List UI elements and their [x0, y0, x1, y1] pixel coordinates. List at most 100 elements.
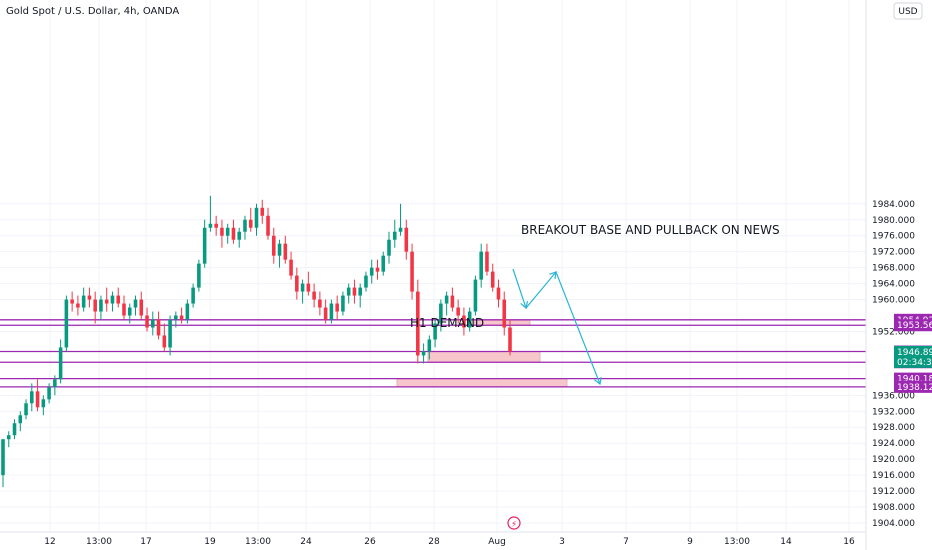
candle: [243, 215, 247, 240]
candle: [18, 411, 23, 432]
horizontal-levels[interactable]: [0, 319, 866, 388]
candle: [439, 299, 443, 332]
candle: [295, 267, 299, 300]
x-tick-label: 13:00: [245, 537, 271, 547]
candle: [485, 243, 489, 276]
candle: [93, 291, 97, 324]
x-tick-label: 12: [44, 537, 55, 547]
price-axis-ticks: 1984.000 1980.000 1976.000 1972.000 1968.000…: [872, 200, 915, 529]
candle: [41, 395, 46, 416]
candle: [202, 219, 207, 268]
x-tick-label: 24: [300, 537, 312, 547]
candle: [416, 279, 420, 364]
candle: [6, 431, 11, 448]
candle: [271, 227, 276, 264]
y-tick-label: 1924.000: [872, 439, 915, 449]
arrow-head: [594, 376, 602, 386]
candle: [156, 311, 161, 340]
x-tick-label: 17: [140, 537, 151, 547]
candle: [70, 291, 74, 312]
candle: [289, 251, 293, 280]
y-tick-label: 1972.000: [872, 248, 915, 258]
y-tick-label: 1984.000: [872, 200, 915, 210]
price-axis[interactable]: [866, 0, 932, 550]
candle: [479, 243, 483, 288]
svg-text:02:34:32: 02:34:32: [897, 358, 932, 368]
candle: [300, 279, 305, 304]
candle: [473, 275, 478, 316]
candle: [427, 335, 432, 360]
candle: [318, 291, 322, 316]
svg-text:1938.125: 1938.125: [897, 383, 932, 393]
candle: [110, 291, 115, 312]
candle: [64, 295, 69, 352]
grid: [0, 0, 866, 532]
x-tick-label: 28: [428, 537, 440, 547]
candle: [1, 439, 5, 488]
candle: [346, 283, 351, 304]
y-tick-label: 1928.000: [872, 423, 915, 433]
candle: [467, 307, 472, 332]
candle: [220, 219, 224, 248]
candle: [358, 283, 362, 308]
candle: [462, 307, 466, 336]
x-tick-label: 7: [623, 537, 629, 547]
candle: [162, 323, 167, 352]
candle: [496, 279, 501, 308]
y-tick-label: 1932.000: [872, 407, 915, 417]
candle: [508, 319, 512, 356]
projection-path[interactable]: [512, 268, 601, 385]
candle: [283, 235, 288, 264]
candle: [404, 219, 409, 260]
candle: [58, 339, 63, 384]
price-labels: 1954.9241953.5631946.9771944.2921940.188…: [894, 313, 932, 393]
candle: [99, 295, 103, 320]
y-tick-label: 1964.000: [872, 280, 915, 290]
candle: [24, 399, 28, 420]
candle: [12, 419, 17, 440]
x-tick-label: 9: [687, 537, 693, 547]
candle: [450, 287, 455, 312]
candle: [104, 287, 109, 312]
candle: [266, 207, 270, 240]
currency-button[interactable]: [893, 2, 923, 20]
lightning-icon: ⚡: [511, 519, 517, 529]
y-tick-label: 1980.000: [872, 216, 915, 226]
candle: [35, 379, 40, 412]
arrow-head: [520, 301, 529, 310]
y-tick-label: 1916.000: [872, 471, 915, 481]
candle: [168, 315, 172, 356]
svg-text:1953.563: 1953.563: [897, 321, 932, 331]
candle: [306, 271, 311, 296]
candle: [133, 295, 138, 316]
candle: [248, 207, 253, 232]
candle: [433, 319, 437, 348]
x-tick-label: 13:00: [86, 537, 112, 547]
candle: [231, 219, 236, 244]
candle: [277, 239, 282, 268]
x-tick-label: 19: [204, 537, 216, 547]
candle: [502, 291, 507, 336]
candle: [490, 263, 495, 292]
y-tick-label: 1904.000: [872, 519, 915, 529]
candle: [191, 283, 195, 308]
candle: [122, 295, 126, 320]
svg-text:1946.890: 1946.890: [897, 348, 932, 358]
annotation-h1-demand: H1 DEMAND: [410, 316, 484, 330]
price-zone[interactable]: [427, 351, 541, 363]
news-event-icon[interactable]: [507, 516, 521, 530]
candle: [254, 203, 259, 236]
candle: [352, 279, 357, 304]
annotation-breakout: BREAKOUT BASE AND PULLBACK ON NEWS: [521, 223, 780, 237]
y-tick-label: 1952.000: [872, 327, 915, 337]
projection-arrows[interactable]: [512, 268, 602, 386]
price-zone[interactable]: [396, 378, 568, 388]
candle: [375, 259, 380, 280]
candle: [197, 259, 201, 292]
chart-title: Gold Spot / U.S. Dollar, 4h, OANDA: [6, 6, 179, 17]
arrow-head: [549, 271, 557, 280]
candle: [53, 375, 57, 396]
candle: [381, 251, 386, 276]
